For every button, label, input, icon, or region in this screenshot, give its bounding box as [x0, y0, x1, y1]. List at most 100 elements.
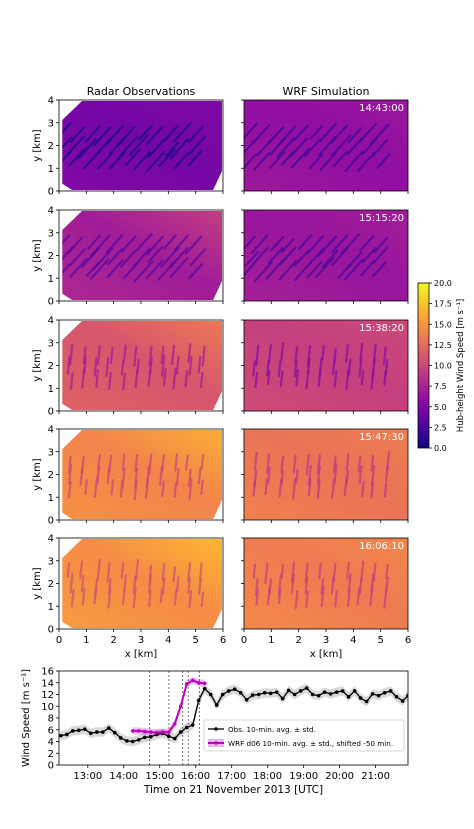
wake-streak	[255, 344, 260, 367]
wake-streak	[69, 572, 74, 595]
panel-wrf-2	[244, 320, 408, 411]
wake-streak	[307, 477, 312, 497]
wake-streak	[189, 248, 207, 267]
wake-streak	[244, 122, 258, 140]
y-axis-label: Wind Speed [m s⁻¹]	[21, 669, 32, 767]
data-point	[394, 695, 399, 699]
wake-streak	[133, 345, 138, 367]
data-point	[190, 723, 195, 727]
wake-streak	[345, 368, 350, 390]
wake-streak	[294, 589, 299, 610]
data-point	[220, 692, 225, 697]
wake-streak	[344, 151, 364, 173]
wake-streak	[290, 573, 295, 595]
wake-streak	[343, 258, 364, 281]
data-point	[184, 725, 189, 730]
ytick-label: 2	[48, 579, 54, 590]
wake-streak	[297, 234, 313, 250]
wake-streak	[93, 356, 98, 377]
timestamp-label: 14:43:00	[359, 103, 404, 114]
wake-streak	[122, 344, 127, 363]
wake-streak	[200, 453, 205, 470]
timestamp-label: 15:38:20	[359, 323, 404, 334]
wake-streak	[80, 574, 85, 593]
y-axis-label: y [km]	[32, 239, 43, 272]
colorbar-tick-label: 2.5	[434, 423, 447, 432]
wake-streak	[304, 576, 309, 595]
wake-streak	[317, 136, 337, 157]
xtick-label: 19:00	[289, 771, 318, 782]
data-point	[310, 692, 315, 697]
data-point	[88, 731, 93, 736]
ytick-label: 2	[48, 361, 54, 372]
xtick-label: 13:00	[73, 771, 102, 782]
wake-streak	[90, 258, 110, 280]
ytick-label: 3	[48, 556, 54, 567]
wake-streak	[280, 150, 295, 166]
wake-streak	[197, 467, 202, 485]
xtick-label: 17:00	[217, 771, 246, 782]
wake-streak	[184, 235, 203, 255]
wake-streak	[68, 464, 73, 485]
wake-streak	[187, 562, 192, 582]
colorbar-tick-label: 12.5	[434, 341, 452, 350]
wake-streak	[331, 234, 349, 253]
data-point	[148, 735, 153, 739]
wake-streak	[188, 263, 204, 280]
wake-streak	[308, 153, 324, 170]
wake-streak	[69, 372, 74, 390]
wake-streak	[67, 455, 72, 475]
wake-streak	[198, 562, 203, 581]
wake-streak	[305, 590, 309, 609]
wake-streak	[134, 368, 139, 389]
wake-streak	[345, 452, 350, 472]
wake-streak	[361, 247, 377, 264]
wake-streak	[174, 453, 179, 472]
ytick-label: 4	[48, 206, 54, 217]
wake-streak	[280, 564, 285, 580]
xtick-label: 4	[165, 635, 171, 646]
wake-streak	[331, 134, 352, 157]
wake-streak	[199, 371, 204, 388]
y-axis-label: y [km]	[32, 129, 43, 162]
wake-streak	[252, 563, 257, 579]
ytick-label: 4	[48, 96, 54, 107]
wake-streak	[197, 355, 202, 374]
data-point	[292, 692, 297, 697]
wake-streak	[85, 261, 100, 277]
data-point	[274, 690, 279, 694]
ytick-label: 16	[41, 667, 54, 678]
wake-streak	[252, 246, 269, 265]
wake-streak	[83, 149, 101, 170]
wake-streak	[200, 591, 205, 608]
ytick-label: 3	[48, 228, 54, 239]
wake-streak	[173, 482, 178, 498]
wake-streak	[185, 454, 189, 471]
wake-streak	[105, 234, 123, 254]
legend-label: Obs. 10-min. avg. ± std.	[228, 725, 316, 734]
data-point	[202, 681, 207, 686]
colorbar-tick-label: 5.0	[434, 403, 447, 412]
data-point	[160, 730, 165, 734]
wake-streak	[69, 248, 86, 267]
wake-streak	[292, 454, 297, 474]
wake-streak	[97, 153, 113, 170]
wake-streak	[173, 588, 178, 606]
wake-streak	[372, 246, 389, 265]
wake-streak	[320, 151, 337, 171]
std-band	[60, 683, 408, 747]
wake-streak	[133, 480, 138, 501]
wake-streak	[295, 369, 300, 387]
data-point	[304, 686, 309, 690]
data-point	[346, 695, 351, 699]
wake-streak	[331, 246, 349, 267]
data-point	[70, 729, 75, 733]
panel-field	[62, 430, 222, 519]
wake-streak	[357, 455, 362, 473]
wake-streak	[250, 234, 269, 254]
wake-streak	[188, 478, 193, 500]
wake-streak	[306, 261, 323, 279]
panel-wrf-1	[244, 210, 408, 301]
y-axis-label: y [km]	[32, 349, 43, 382]
wake-streak	[93, 476, 99, 499]
